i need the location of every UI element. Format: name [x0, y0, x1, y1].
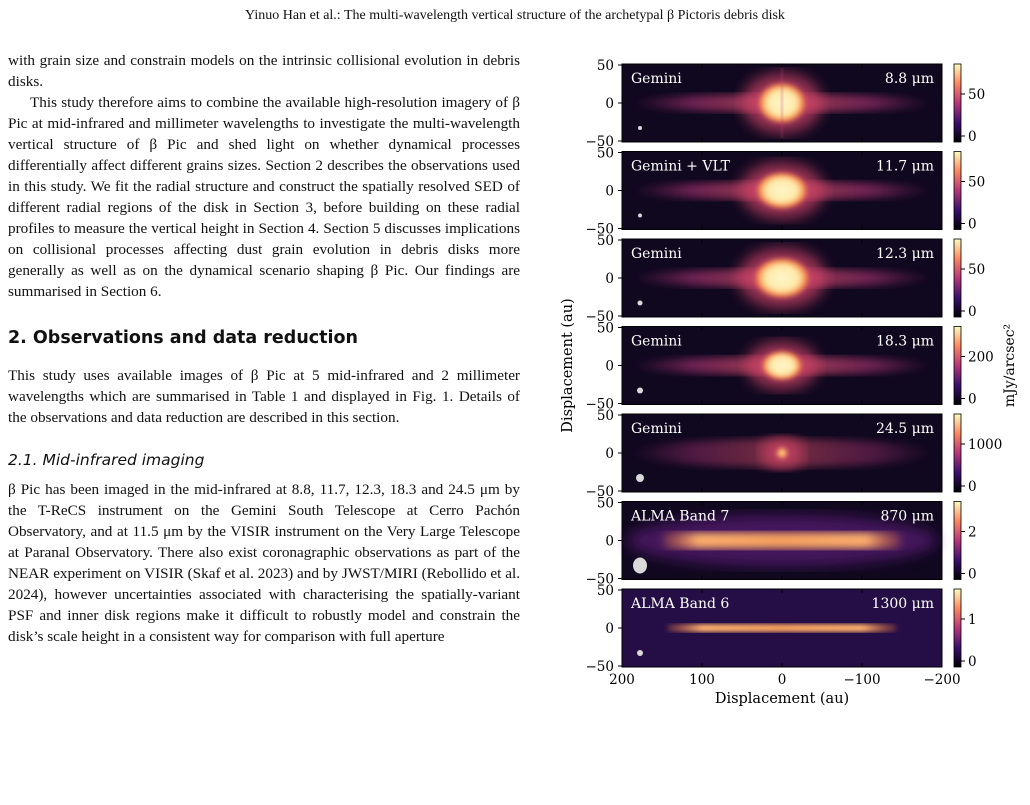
panel-instrument-label: Gemini — [631, 71, 682, 87]
figure-panel — [618, 501, 965, 580]
y-tick-label: −50 — [586, 309, 615, 325]
colorbar — [953, 151, 962, 230]
colorbar-tick-label: 0 — [968, 654, 977, 670]
panel-instrument-label: ALMA Band 6 — [630, 596, 729, 612]
x-tick-label: 100 — [689, 672, 715, 688]
colorbar — [953, 63, 962, 143]
colorbar-tick-label: 0 — [968, 567, 977, 583]
colorbar-tick-label: 1000 — [968, 437, 1002, 453]
y-tick-label: 0 — [605, 96, 614, 112]
y-tick-label: 50 — [597, 583, 614, 599]
y-axis-label: Displacement (au) — [560, 298, 576, 432]
colorbar-tick-label: 50 — [968, 175, 985, 191]
y-tick-label: 50 — [597, 496, 614, 512]
text-column: with grain size and constrain models on … — [8, 50, 520, 647]
x-axis-label: Displacement (au) — [715, 691, 849, 707]
y-tick-label: 0 — [605, 184, 614, 200]
colorbar — [953, 238, 962, 318]
central-blob — [774, 445, 790, 461]
colorbar-tick-label: 0 — [968, 304, 977, 320]
colorbar — [953, 413, 962, 493]
y-tick-label: 50 — [597, 58, 614, 74]
colorbar — [953, 588, 962, 668]
y-tick-label: −50 — [586, 659, 615, 675]
paragraph: with grain size and constrain models on … — [8, 52, 520, 90]
beam-ellipse — [637, 387, 643, 394]
figure-panel — [618, 151, 965, 230]
y-tick-label: 50 — [597, 408, 614, 424]
section-heading: 2. Observations and data reduction — [8, 328, 358, 348]
panel-wavelength-label: 8.8 μm — [885, 71, 934, 87]
central-blob — [752, 256, 812, 300]
panel-wavelength-label: 1300 μm — [872, 596, 934, 612]
panel-wavelength-label: 24.5 μm — [876, 421, 934, 437]
colorbar-tick-label: 50 — [968, 87, 985, 103]
panel-instrument-label: Gemini — [631, 421, 682, 437]
psf-spike — [780, 66, 784, 140]
beam-ellipse — [633, 557, 647, 574]
panel-wavelength-label: 18.3 μm — [876, 334, 934, 350]
colorbar-tick-label: 0 — [968, 392, 977, 408]
y-tick-label: −50 — [586, 134, 615, 150]
y-tick-label: −50 — [586, 572, 615, 588]
panel-instrument-label: ALMA Band 7 — [630, 509, 729, 525]
y-tick-label: 0 — [605, 621, 614, 637]
figure-panel — [618, 63, 965, 143]
panel-instrument-label: Gemini — [631, 246, 682, 262]
colorbar-tick-label: 0 — [968, 129, 977, 145]
colorbar — [953, 326, 962, 405]
beam-ellipse — [636, 474, 644, 482]
beam-ellipse — [638, 126, 642, 130]
paragraph: β Pic has been imaged in the mid-infrare… — [8, 481, 520, 645]
y-tick-label: −50 — [586, 484, 615, 500]
x-tick-label: −200 — [923, 672, 960, 688]
y-tick-label: −50 — [586, 222, 615, 238]
colorbar-tick-label: 50 — [968, 262, 985, 278]
figure-panel — [618, 326, 965, 405]
beam-ellipse — [638, 213, 642, 218]
colorbar-tick-label: 0 — [968, 479, 977, 495]
panel-wavelength-label: 12.3 μm — [876, 246, 934, 262]
central-blob — [754, 170, 810, 211]
y-tick-label: 0 — [605, 534, 614, 550]
beam-ellipse — [637, 300, 643, 306]
y-tick-label: 0 — [605, 359, 614, 375]
colorbar-tick-label: 200 — [968, 350, 994, 366]
colorbar — [953, 501, 962, 580]
running-header: Yinuo Han et al.: The multi-wavelength v… — [245, 8, 785, 23]
y-tick-label: 50 — [597, 233, 614, 249]
subsection-heading: 2.1. Mid-infrared imaging — [8, 451, 205, 469]
colorbar-tick-label: 1 — [968, 612, 977, 628]
figure-panel — [618, 413, 965, 493]
x-tick-label: −100 — [843, 672, 880, 688]
colorbar-tick-label: 2 — [968, 525, 977, 541]
disk-ring — [667, 624, 897, 632]
disk-ring — [662, 532, 902, 549]
paragraph: This study therefore aims to combine the… — [8, 94, 520, 300]
figure-panel — [618, 238, 965, 318]
y-tick-label: −50 — [586, 397, 615, 413]
central-blob — [760, 349, 804, 382]
y-tick-label: 50 — [597, 146, 614, 162]
paragraph: This study uses available images of β Pi… — [8, 367, 520, 426]
colorbar-label: mJy/arcsec² — [1002, 324, 1018, 407]
x-tick-label: 200 — [609, 672, 635, 688]
panel-instrument-label: Gemini + VLT — [631, 159, 731, 175]
y-tick-label: 0 — [605, 446, 614, 462]
panel-wavelength-label: 11.7 μm — [876, 159, 934, 175]
figure-panel — [618, 588, 965, 668]
beam-ellipse — [637, 650, 643, 656]
figure-1: Gemini 8.8 μm 50 0 −50 50 0 Gemini + VLT 11.7 μm… — [552, 52, 1022, 777]
y-tick-label: 50 — [597, 321, 614, 337]
panel-instrument-label: Gemini — [631, 334, 682, 350]
colorbar-tick-label: 0 — [968, 217, 977, 233]
y-tick-label: 0 — [605, 271, 614, 287]
panel-wavelength-label: 870 μm — [880, 509, 934, 525]
x-tick-label: 0 — [778, 672, 787, 688]
